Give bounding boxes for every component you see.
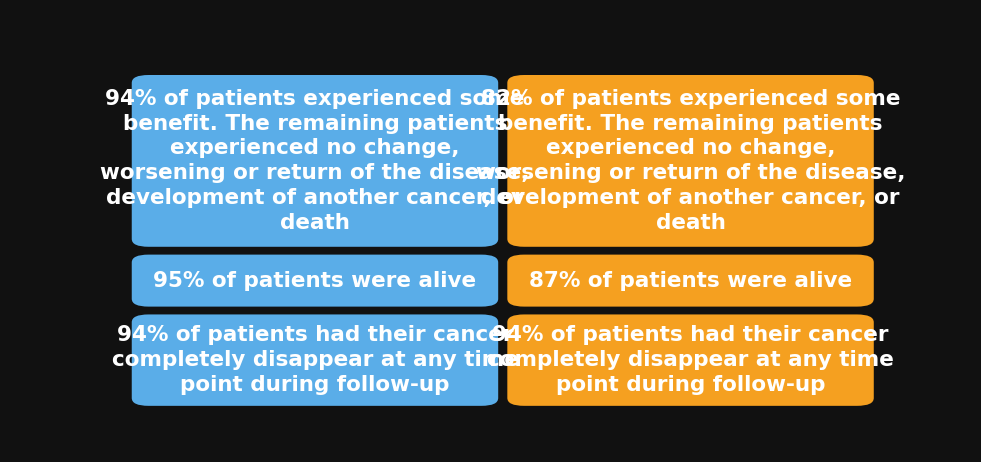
Text: 87% of patients were alive: 87% of patients were alive [529,271,852,291]
FancyBboxPatch shape [507,315,874,406]
Text: 94% of patients had their cancer
completely disappear at any time
point during f: 94% of patients had their cancer complet… [112,325,518,395]
Text: 94% of patients experienced some
benefit. The remaining patients
experienced no : 94% of patients experienced some benefit… [100,89,530,233]
FancyBboxPatch shape [131,75,498,247]
FancyBboxPatch shape [131,315,498,406]
FancyBboxPatch shape [131,255,498,307]
FancyBboxPatch shape [507,75,874,247]
FancyBboxPatch shape [507,255,874,307]
Text: 94% of patients had their cancer
completely disappear at any time
point during f: 94% of patients had their cancer complet… [488,325,894,395]
Text: 82% of patients experienced some
benefit. The remaining patients
experienced no : 82% of patients experienced some benefit… [476,89,905,233]
Text: 95% of patients were alive: 95% of patients were alive [153,271,477,291]
